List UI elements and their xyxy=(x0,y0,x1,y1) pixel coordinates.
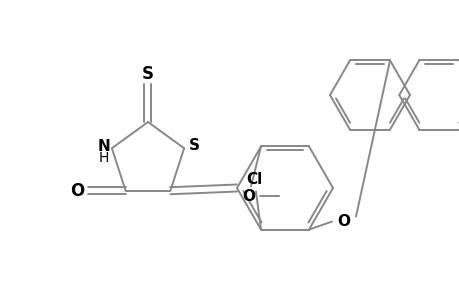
Text: S: S xyxy=(142,65,154,83)
Text: O: O xyxy=(70,182,84,200)
Text: Cl: Cl xyxy=(246,172,262,187)
Text: H: H xyxy=(99,151,109,165)
Text: O: O xyxy=(242,189,255,204)
Text: S: S xyxy=(188,138,199,153)
Text: O: O xyxy=(337,214,350,229)
Text: N: N xyxy=(97,139,110,154)
